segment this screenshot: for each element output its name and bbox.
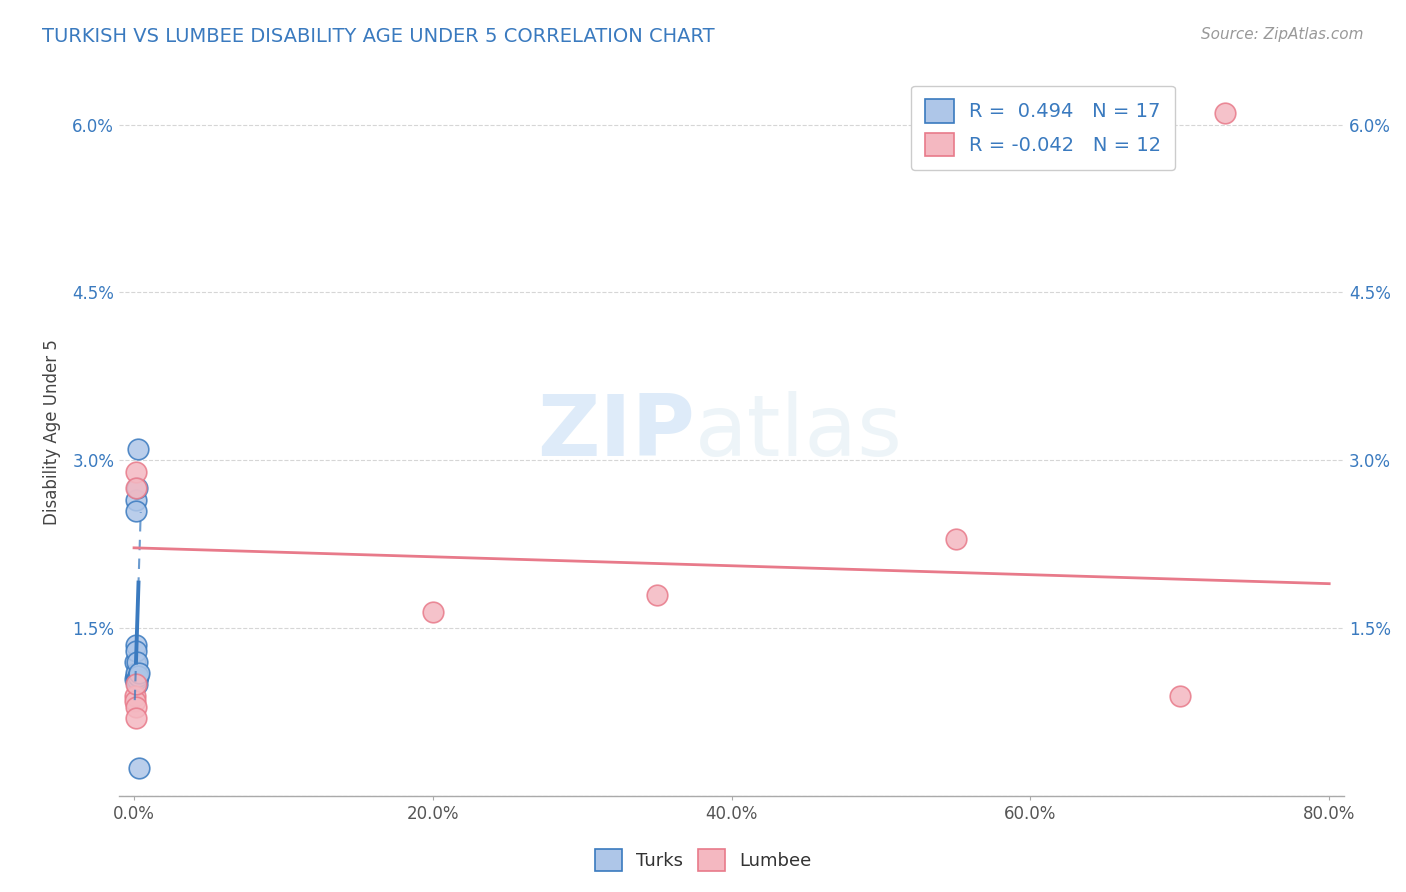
Point (125, 699, 148, 714)
Point (125, 482, 148, 496)
Point (124, 689, 146, 703)
Point (127, 672, 149, 686)
Point (125, 672, 148, 686)
Point (124, 694, 146, 708)
Point (125, 465, 148, 479)
Legend: Turks, Lumbee: Turks, Lumbee (588, 842, 818, 879)
Point (124, 677, 146, 691)
Point (1213, 106, 1236, 120)
Text: atlas: atlas (695, 391, 903, 474)
Point (422, 605, 444, 619)
Point (125, 644, 148, 658)
Point (945, 532, 967, 546)
Text: Source: ZipAtlas.com: Source: ZipAtlas.com (1201, 27, 1364, 42)
Point (125, 492, 148, 507)
Text: TURKISH VS LUMBEE DISABILITY AGE UNDER 5 CORRELATION CHART: TURKISH VS LUMBEE DISABILITY AGE UNDER 5… (42, 27, 714, 45)
Point (128, 761, 150, 775)
Legend: R =  0.494   N = 17, R = -0.042   N = 12: R = 0.494 N = 17, R = -0.042 N = 12 (911, 86, 1175, 169)
Point (124, 668, 146, 682)
Point (124, 672, 146, 686)
Point (125, 504, 148, 518)
Point (127, 442, 149, 457)
Point (127, 655, 149, 669)
Point (1168, 689, 1191, 703)
Point (645, 588, 668, 602)
Y-axis label: Disability Age Under 5: Disability Age Under 5 (44, 340, 60, 525)
Point (128, 666, 150, 681)
Point (125, 711, 148, 725)
Point (125, 677, 148, 691)
Point (125, 482, 148, 496)
Point (125, 666, 148, 681)
Point (124, 655, 146, 669)
Text: ZIP: ZIP (537, 391, 695, 474)
Point (125, 638, 148, 652)
Point (127, 668, 149, 682)
